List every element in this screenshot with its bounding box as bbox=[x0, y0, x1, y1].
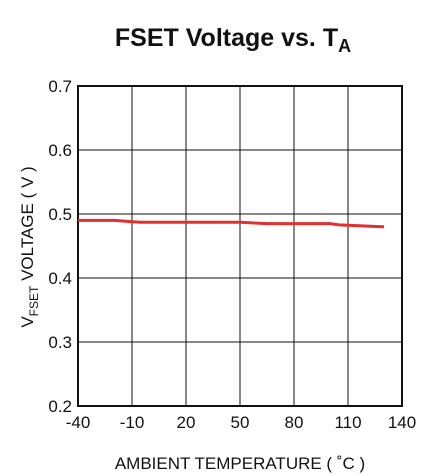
x-tick-label: -40 bbox=[66, 413, 91, 432]
y-axis-label: VFSET VOLTAGE ( V ) bbox=[18, 166, 41, 327]
x-tick-label: -10 bbox=[120, 413, 145, 432]
y-tick-label: 0.2 bbox=[48, 397, 72, 416]
x-tick-label: 20 bbox=[177, 413, 196, 432]
x-tick-label: 110 bbox=[334, 413, 361, 432]
x-tick-label: 140 bbox=[388, 413, 416, 432]
y-axis-label-sub: FSET bbox=[27, 285, 41, 316]
series-layer bbox=[78, 218, 385, 229]
chart-title-main: FSET Voltage vs. T bbox=[115, 24, 338, 52]
y-tick-label: 0.5 bbox=[48, 205, 72, 224]
x-axis-label: AMBIENT TEMPERATURE ( ˚C ) bbox=[115, 454, 365, 473]
series-line-fset-voltage bbox=[78, 218, 385, 229]
chart-title-sub: A bbox=[338, 36, 351, 56]
x-tick-labels: -40 -10 20 50 80 110 140 bbox=[66, 413, 416, 432]
y-tick-label: 0.7 bbox=[48, 77, 72, 96]
y-tick-label: 0.6 bbox=[48, 141, 72, 160]
y-axis-label-main: V bbox=[18, 316, 37, 328]
x-tick-label: 80 bbox=[285, 413, 304, 432]
chart-title: FSET Voltage vs. TA bbox=[115, 24, 351, 56]
y-tick-label: 0.4 bbox=[48, 269, 72, 288]
plot-frame bbox=[77, 85, 403, 407]
grid-lines bbox=[77, 85, 403, 407]
y-axis-label-rest: VOLTAGE ( V ) bbox=[18, 166, 37, 285]
y-tick-label: 0.3 bbox=[48, 333, 72, 352]
y-tick-labels: 0.2 0.3 0.4 0.5 0.6 0.7 bbox=[48, 77, 72, 416]
x-tick-label: 50 bbox=[231, 413, 250, 432]
